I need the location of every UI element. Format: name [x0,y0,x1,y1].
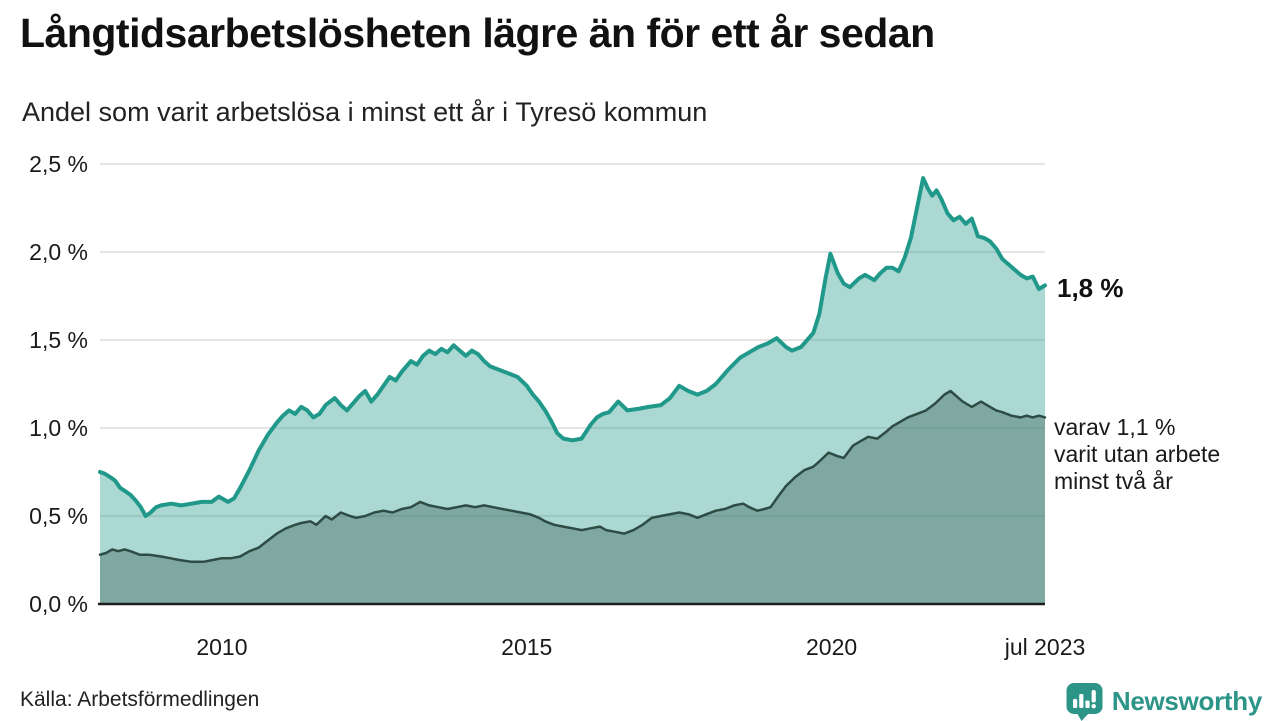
two-year-annotation-line: minst två år [1054,468,1173,494]
y-tick-label: 2,0 % [29,239,88,265]
newsworthy-bars-bubble-icon [1066,682,1103,721]
latest-value-label: 1,8 % [1057,273,1124,303]
x-tick-label: 2010 [196,634,248,660]
source-note: Källa: Arbetsförmedlingen [20,688,260,711]
y-tick-label: 1,5 % [29,327,88,353]
y-tick-label: 0,5 % [29,503,88,529]
x-tick-label: 2020 [806,634,858,660]
line-two-year [98,389,1047,564]
y-tick-label: 2,5 % [29,151,88,177]
two-year-annotation-line: varit utan arbete [1054,441,1221,467]
page-title: Långtidsarbetslösheten lägre än för ett … [20,10,935,56]
two-year-annotation: varav 1,1 % varit utan arbete minst två … [1054,414,1220,495]
y-tick-label: 1,0 % [29,415,88,441]
page-subtitle: Andel som varit arbetslösa i minst ett å… [22,97,708,127]
newsworthy-wordmark: Newsworthy [1111,685,1262,716]
area-two-year [100,391,1045,604]
x-tick-label: jul 2023 [1004,634,1086,660]
area-one-year [100,178,1045,604]
newsworthy-logo: Newsworthy [1066,681,1262,721]
x-tick-label: 2015 [501,634,553,660]
two-year-annotation-line: varav 1,1 % [1054,414,1176,440]
y-tick-label: 0,0 % [29,591,88,617]
line-one-year [98,176,1047,518]
